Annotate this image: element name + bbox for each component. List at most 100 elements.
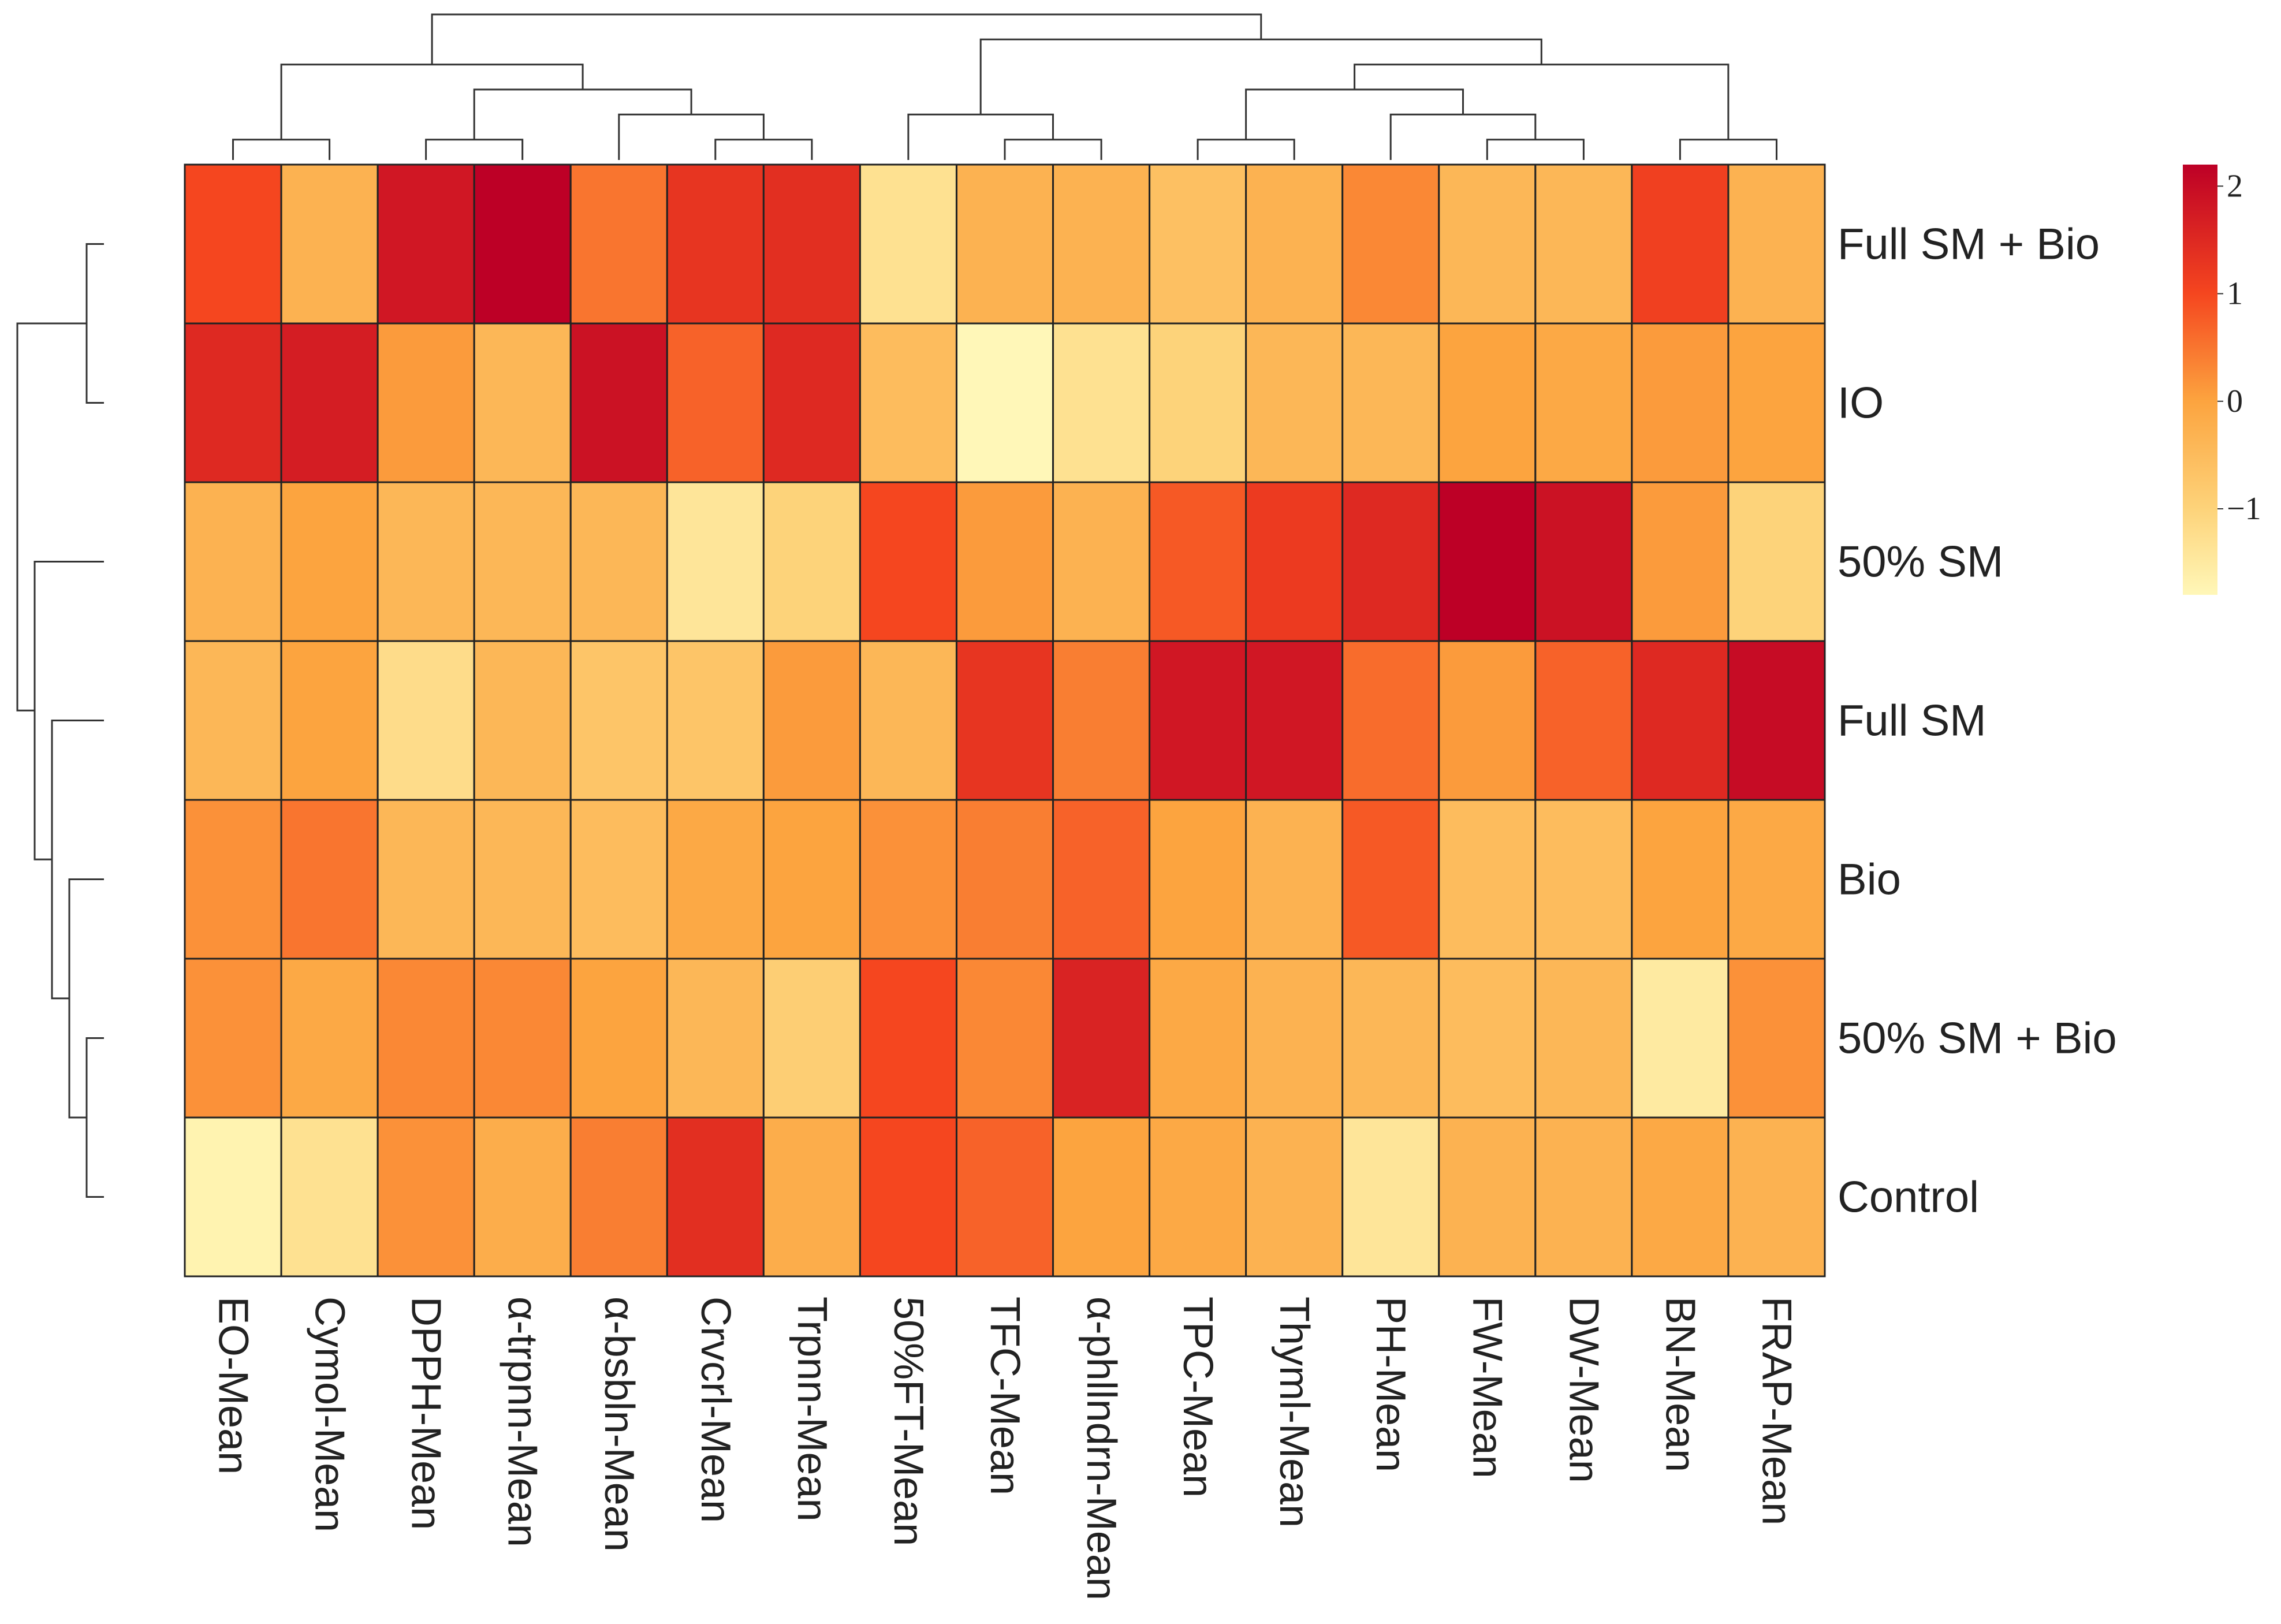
heatmap-cell: [859, 322, 957, 483]
heatmap-cell: [280, 958, 379, 1119]
heatmap-cell: [569, 322, 668, 483]
heatmap-cell: [1149, 1116, 1247, 1277]
heatmap-cell: [1727, 799, 1826, 960]
heatmap-cell: [762, 481, 861, 642]
heatmap-cell: [955, 481, 1054, 642]
column-label: α-phllndrn-Mean: [1078, 1297, 1124, 1600]
column-label: 50%FT-Mean: [885, 1297, 931, 1546]
dendrogram-branch: [280, 64, 584, 140]
heatmap-cell: [280, 481, 379, 642]
heatmap-cell: [184, 1116, 282, 1277]
heatmap-cell: [1052, 799, 1151, 960]
row-label: Full SM + Bio: [1838, 220, 2100, 269]
heatmap-cell: [184, 640, 282, 801]
heatmap-cell: [569, 163, 668, 325]
heatmap-cell: [473, 640, 572, 801]
dendrogram-branch: [1354, 64, 1730, 140]
legend-tick-label: 0: [2227, 383, 2243, 419]
heatmap-cell: [1631, 799, 1730, 960]
heatmap-cell: [1727, 1116, 1826, 1277]
heatmap-cell: [1149, 799, 1247, 960]
heatmap-cell: [1438, 322, 1537, 483]
row-label: 50% SM: [1838, 538, 2003, 587]
row-label: Full SM: [1838, 696, 1986, 746]
column-label: TPC-Mean: [1175, 1297, 1221, 1498]
heatmap-cell: [955, 799, 1054, 960]
heatmap-cell: [1631, 163, 1730, 325]
heatmap-cell: [280, 322, 379, 483]
heatmap-cell: [569, 1116, 668, 1277]
heatmap-cell: [955, 1116, 1054, 1277]
heatmap-cell: [1631, 1116, 1730, 1277]
heatmap-cell: [1534, 640, 1633, 801]
heatmap-cell: [1149, 481, 1247, 642]
heatmap-cell: [473, 163, 572, 325]
heatmap-cell: [1341, 799, 1440, 960]
heatmap-cell: [184, 958, 282, 1119]
dendrogram-branch: [618, 113, 765, 160]
heatmap-cell: [377, 1116, 475, 1277]
row-dendrogram: [16, 243, 104, 1198]
heatmap-cell: [1149, 958, 1247, 1119]
heatmap-cell: [1438, 958, 1537, 1119]
column-label: Trpnn-Mean: [789, 1297, 835, 1522]
heatmap-cell: [1341, 163, 1440, 325]
heatmap-cell: [1149, 640, 1247, 801]
heatmap-cell: [1052, 322, 1151, 483]
column-label: DPPH-Mean: [403, 1297, 449, 1530]
row-label: IO: [1838, 379, 1884, 428]
heatmap-cell: [1052, 163, 1151, 325]
heatmap-cell: [1534, 481, 1633, 642]
legend-tick-label: 2: [2227, 168, 2243, 204]
heatmap-cell: [1438, 481, 1537, 642]
heatmap-cell: [1727, 481, 1826, 642]
heatmap-cell: [569, 799, 668, 960]
heatmap-cell: [377, 163, 475, 325]
column-label: EO-Mean: [210, 1297, 256, 1474]
heatmap-cell: [377, 481, 475, 642]
dendrogram-branch: [425, 139, 524, 160]
heatmap-cell: [569, 640, 668, 801]
heatmap-cell: [184, 481, 282, 642]
heatmap-cell: [377, 322, 475, 483]
heatmap-cell: [1727, 958, 1826, 1119]
heatmap-cell: [1438, 1116, 1537, 1277]
heatmap-cell: [666, 163, 765, 325]
heatmap-cell: [280, 1116, 379, 1277]
dendrogram-branch: [1486, 139, 1585, 160]
heatmap-cell: [377, 958, 475, 1119]
dendrogram-branch: [431, 13, 1262, 65]
column-label: Thyml-Mean: [1271, 1297, 1317, 1528]
heatmap-cell: [859, 799, 957, 960]
heatmap-cell: [377, 640, 475, 801]
heatmap-cell: [859, 1116, 957, 1277]
column-label: DW-Mean: [1560, 1297, 1607, 1483]
heatmap-cell: [666, 799, 765, 960]
heatmap-cell: [184, 799, 282, 960]
heatmap-cell: [1245, 958, 1344, 1119]
heatmap-cell: [762, 1116, 861, 1277]
heatmap-cell: [1727, 163, 1826, 325]
heatmap-cell: [666, 1116, 765, 1277]
heatmap-cell: [473, 1116, 572, 1277]
heatmap-cell: [473, 481, 572, 642]
heatmap-cell: [1534, 1116, 1633, 1277]
column-dendrogram: [232, 13, 1777, 160]
row-label: Bio: [1838, 855, 1901, 904]
column-label: TFC-Mean: [982, 1297, 1028, 1495]
dendrogram-branch: [714, 139, 813, 160]
heatmap-cell: [1245, 640, 1344, 801]
heatmap-cell: [955, 322, 1054, 483]
heatmap-cell: [666, 640, 765, 801]
column-label: PH-Mean: [1367, 1297, 1414, 1472]
heatmap-cell: [1245, 163, 1344, 325]
heatmap-cell: [859, 163, 957, 325]
heatmap-cell: [1341, 322, 1440, 483]
column-label: FRAP-Mean: [1753, 1297, 1799, 1525]
heatmap-cell: [1341, 1116, 1440, 1277]
row-label: Control: [1838, 1173, 1979, 1222]
heatmap-cell: [569, 958, 668, 1119]
heatmap-cell: [859, 640, 957, 801]
column-label: BN-Mean: [1657, 1297, 1703, 1472]
